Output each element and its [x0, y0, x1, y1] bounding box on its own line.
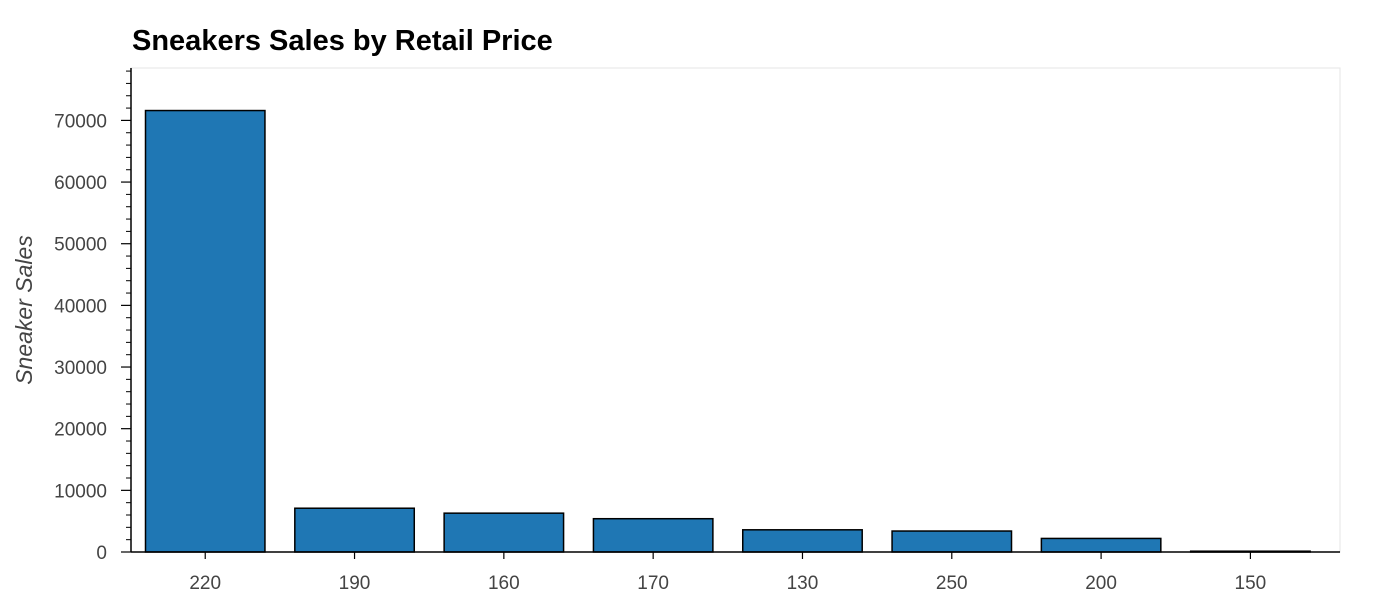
bar-190: [294, 507, 416, 553]
plot-frame: [130, 67, 1341, 553]
bar-200: [1040, 537, 1162, 553]
y-tick-label: 0: [96, 543, 107, 564]
y-tick-label: 60000: [54, 173, 107, 194]
y-axis-label: Sneaker Sales: [11, 235, 37, 385]
x-tick-label: 220: [189, 573, 221, 594]
y-tick-label: 50000: [54, 235, 107, 256]
y-minor-ticks: [126, 70, 131, 541]
bar-130: [742, 529, 863, 553]
y-tick-label: 70000: [54, 111, 107, 132]
x-tick-label: 200: [1085, 573, 1117, 594]
x-tick-label: 250: [936, 573, 968, 594]
bar-170: [592, 517, 714, 553]
x-tick-label: 160: [488, 573, 520, 594]
y-tick-label: 10000: [54, 481, 107, 502]
x-ticks: 220 190 160 170 130 250 200 150: [189, 552, 1266, 594]
y-tick-label: 40000: [54, 296, 107, 317]
bar-220: [144, 109, 266, 553]
y-tick-label: 20000: [54, 420, 107, 441]
x-tick-label: 190: [339, 573, 371, 594]
bar-250: [891, 530, 1013, 553]
x-tick-label: 150: [1235, 573, 1267, 594]
chart-title: Sneakers Sales by Retail Price: [132, 25, 553, 57]
y-tick-label: 30000: [54, 358, 107, 379]
bar-160: [443, 512, 565, 553]
x-tick-label: 130: [787, 573, 819, 594]
bars-group: [144, 109, 1311, 553]
y-ticks: 0 10000 20000 30000 40000 50000 60000 70000: [54, 111, 131, 564]
x-tick-label: 170: [637, 573, 669, 594]
